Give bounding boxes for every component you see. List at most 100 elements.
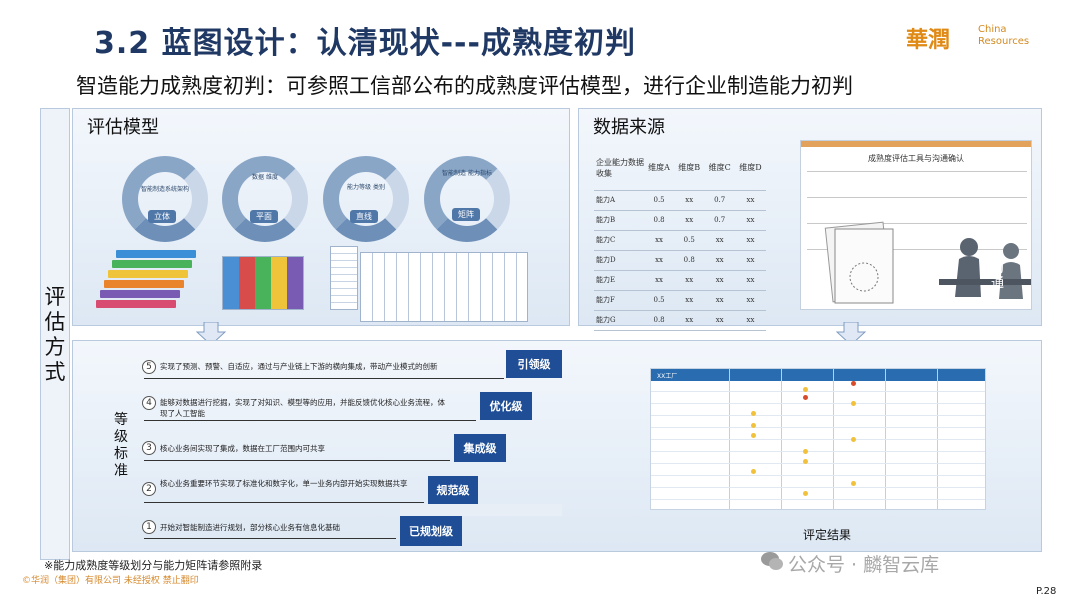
table-cell: xx: [674, 290, 705, 311]
ring-caption-1: 智能制造系统架构: [140, 186, 189, 193]
down-arrow-icon: [196, 322, 226, 346]
table-cell: xx: [734, 270, 766, 291]
level-description: 核心业务重要环节实现了标准化和数字化，单一业务内部开始实现数据共享: [160, 479, 408, 488]
result-label: 评定结果: [803, 528, 852, 542]
table-cell: xx: [704, 290, 735, 311]
table-header-row: 企业能力数据收集 维度A 维度B 维度C 维度D: [594, 146, 766, 191]
table-cell: 0.7: [704, 210, 735, 231]
assessment-result-table: XX工厂: [650, 368, 986, 510]
ring-label-4: 矩阵: [452, 208, 480, 221]
model-plane-graphic: [222, 256, 304, 310]
table-cell: xx: [674, 190, 705, 211]
level-description: 核心业务间实现了集成，数据在工厂范围内可共享: [160, 444, 325, 453]
table-row: 能力C xx 0.5 xx xx: [594, 230, 766, 251]
model-line-graphic: [330, 246, 358, 310]
table-header-cell: 维度D: [734, 146, 766, 191]
table-row: 能力A 0.5 xx 0.7 xx: [594, 190, 766, 211]
wechat-icon: [761, 552, 783, 570]
table-cell: 0.5: [674, 230, 705, 251]
ring-label-3: 直线: [350, 210, 378, 223]
doc-header-bar: [801, 141, 1031, 147]
table-row: 能力F 0.5 xx xx xx: [594, 290, 766, 311]
level-number: 3: [142, 441, 156, 455]
table-cell: xx: [734, 310, 766, 331]
level-description: 开始对智能制造进行规划，部分核心业务有信息化基础: [160, 523, 340, 532]
table-cell: 能力D: [594, 250, 644, 271]
table-cell: xx: [734, 190, 766, 211]
data-source-title: 数据来源: [593, 117, 665, 138]
table-cell: xx: [704, 250, 735, 271]
table-cell: 0.8: [644, 310, 675, 331]
table-cell: xx: [644, 270, 675, 291]
level-step-5: 引领级: [506, 350, 562, 378]
level-number: 5: [142, 360, 156, 374]
table-cell: 0.5: [644, 190, 675, 211]
logo-en-line2: Resources: [978, 36, 1030, 47]
table-header-cell: 企业能力数据收集: [594, 146, 644, 191]
table-cell: 0.8: [674, 250, 705, 271]
table-header-cell: 维度C: [704, 146, 735, 191]
ring-diagram-4: [424, 156, 510, 242]
table-cell: xx: [674, 310, 705, 331]
ring-caption-3: 能力等级 类别: [347, 184, 385, 191]
table-cell: 能力F: [594, 290, 644, 311]
table-cell: xx: [644, 250, 675, 271]
logo-brand: 華潤: [906, 27, 951, 53]
table-row: 能力D xx 0.8 xx xx: [594, 250, 766, 271]
logo-english: China Resources: [978, 24, 1029, 48]
eval-tool-document: 成熟度评估工具与沟通确认 沟通: [800, 140, 1032, 310]
table-cell: xx: [704, 270, 735, 291]
eval-tool-title: 成熟度评估工具与沟通确认: [868, 154, 964, 163]
table-cell: xx: [734, 210, 766, 231]
table-cell: 0.5: [644, 290, 675, 311]
table-cell: 能力A: [594, 190, 644, 211]
table-header-cell: 维度B: [674, 146, 705, 191]
model-cube-graphic: [96, 244, 206, 314]
eval-model-title: 评估模型: [87, 117, 159, 138]
down-arrow-icon: [836, 322, 866, 346]
ring-diagram-3: [323, 156, 409, 242]
page-title: 3.2 蓝图设计：认清现状---成熟度初判: [94, 26, 636, 61]
level-description: 能够对数据进行挖掘，实现了对知识、模型等的应用，并能反馈优化核心业务流程，体现了…: [160, 398, 445, 418]
level-step-1: 已规划级: [400, 516, 462, 546]
table-cell: xx: [704, 310, 735, 331]
side-label-box: [40, 108, 70, 560]
level-step-3: 集成级: [454, 434, 506, 462]
level-number: 4: [142, 396, 156, 410]
table-cell: xx: [674, 270, 705, 291]
copyright: ©华润（集团）有限公司 未经授权 禁止翻印: [22, 576, 199, 586]
result-corner-label: XX工厂: [657, 373, 678, 380]
ring-label-1: 立体: [148, 210, 176, 223]
side-label: 评估方式: [44, 285, 66, 384]
staircase-base: [400, 504, 562, 516]
page-subtitle: 智造能力成熟度初判：可参照工信部公布的成熟度评估模型，进行企业制造能力初判: [76, 74, 853, 98]
table-cell: 0.8: [644, 210, 675, 231]
capability-data-table: 企业能力数据收集 维度A 维度B 维度C 维度D 能力A 0.5 xx 0.7 xx 能…: [594, 146, 766, 331]
level-standard-label: 等级标准: [114, 412, 128, 479]
ring-diagram-1: [122, 156, 208, 242]
level-step-2: 规范级: [428, 476, 478, 504]
result-header-row: [651, 369, 985, 381]
table-cell: xx: [674, 210, 705, 231]
page-number: P.28: [1036, 586, 1057, 597]
table-cell: 能力E: [594, 270, 644, 291]
ring-label-2: 平面: [250, 210, 278, 223]
meeting-illustration: [824, 221, 1031, 304]
table-cell: 0.7: [704, 190, 735, 211]
company-logo: 華潤 China Resources: [906, 20, 1036, 58]
watermark-text: 公众号 · 麟智云库: [788, 554, 940, 576]
table-cell: xx: [734, 230, 766, 251]
table-cell: xx: [734, 250, 766, 271]
table-row: 能力G 0.8 xx xx xx: [594, 310, 766, 331]
table-header-cell: 维度A: [644, 146, 675, 191]
logo-en-line1: China: [978, 24, 1007, 35]
model-matrix-graphic: [360, 252, 528, 322]
table-cell: xx: [704, 230, 735, 251]
ring-caption-4: 智能制造 能力指标: [442, 170, 492, 177]
level-description: 实现了预测、预警、自适应，通过与产业链上下游的横向集成，带动产业模式的创新: [160, 362, 438, 371]
table-cell: 能力G: [594, 310, 644, 331]
table-cell: xx: [644, 230, 675, 251]
table-row: 能力B 0.8 xx 0.7 xx: [594, 210, 766, 231]
ring-diagram-2: [222, 156, 308, 242]
ring-caption-2: 数据 维度: [252, 174, 278, 181]
